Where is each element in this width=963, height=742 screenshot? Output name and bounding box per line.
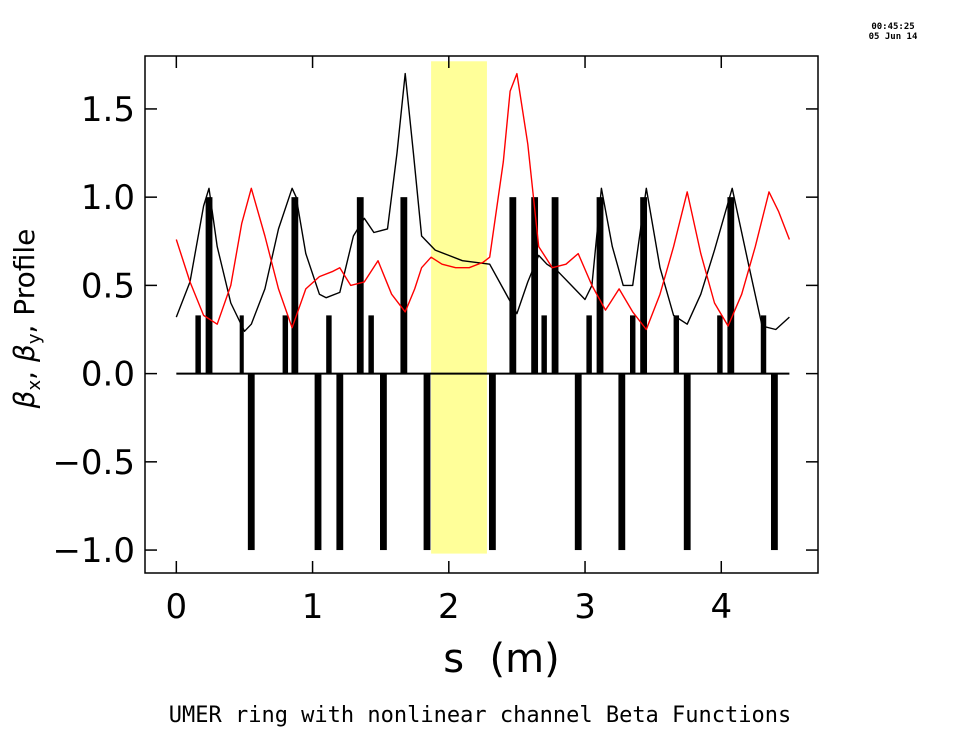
profile-bar-1 xyxy=(195,315,201,374)
x-axis-label: s (m) xyxy=(443,636,559,682)
beta-line-2 xyxy=(175,72,791,331)
beta-x-symbol: β xyxy=(8,390,41,409)
beta-lines xyxy=(175,72,791,332)
plot-frame xyxy=(144,55,819,574)
profile-bar-28 xyxy=(717,315,723,374)
profile-bar-16 xyxy=(509,197,517,374)
x-tick-label: 1 xyxy=(302,587,324,627)
x-tick-label: 3 xyxy=(574,587,596,627)
beta-y-symbol: β xyxy=(8,344,41,363)
x-tick-label: 4 xyxy=(710,587,732,627)
profile-bar-24 xyxy=(629,315,636,374)
timestamp: 00:45:25 05 Jun 14 xyxy=(858,22,928,42)
x-tick-label: 0 xyxy=(166,587,188,627)
profile-bar-25 xyxy=(640,197,648,374)
profile-bar-3 xyxy=(239,315,244,374)
profile-bar-19 xyxy=(551,197,559,374)
y-tick-label: 0.0 xyxy=(81,355,135,395)
profile-bar-12 xyxy=(380,373,387,551)
x-tick-label: 2 xyxy=(438,587,460,627)
x-axis-ticks: 0 1 2 3 4 xyxy=(166,56,732,627)
y-axis-ticks: −1.0 −0.5 0.0 0.5 1.0 1.5 xyxy=(52,90,818,571)
profile-bar-5 xyxy=(282,315,289,374)
profile-bar-31 xyxy=(770,373,778,551)
profile-bar-11 xyxy=(368,315,374,374)
profile-bar-4 xyxy=(247,373,255,551)
y-tick-label: 0.5 xyxy=(81,266,135,306)
profile-bar-17 xyxy=(531,197,539,374)
beta-y-subscript: y xyxy=(24,333,45,344)
beta-line-1 xyxy=(175,72,790,332)
highlight-region xyxy=(431,61,487,554)
element-profile-bars xyxy=(195,197,778,551)
chart-title: UMER ring with nonlinear channel Beta Fu… xyxy=(169,703,792,728)
beta-x-subscript: x xyxy=(24,380,45,391)
profile-bar-26 xyxy=(673,315,680,374)
profile-bar-20 xyxy=(574,373,582,551)
y-tick-label: 1.0 xyxy=(81,178,135,218)
profile-bar-6 xyxy=(291,197,299,374)
y-axis-label: βx, βy, Profile xyxy=(8,229,45,410)
profile-bar-27 xyxy=(683,373,691,551)
timestamp-time: 00:45:25 xyxy=(871,22,915,32)
y-tick-label: −1.0 xyxy=(52,531,135,571)
profile-bar-10 xyxy=(356,197,364,374)
profile-bar-15 xyxy=(488,373,496,551)
profile-bar-30 xyxy=(760,315,767,374)
timestamp-date: 05 Jun 14 xyxy=(868,32,918,42)
profile-bar-7 xyxy=(314,373,322,551)
profile-bar-14 xyxy=(423,373,431,551)
profile-bar-8 xyxy=(326,315,332,374)
profile-word: Profile xyxy=(8,229,41,316)
y-tick-label: −0.5 xyxy=(52,443,135,483)
profile-bar-13 xyxy=(400,197,408,374)
profile-bar-9 xyxy=(336,373,344,551)
profile-bar-22 xyxy=(596,197,604,374)
profile-bar-23 xyxy=(618,373,626,551)
profile-bar-21 xyxy=(586,315,592,374)
profile-bar-2 xyxy=(205,197,213,374)
profile-bar-29 xyxy=(727,197,735,374)
profile-bar-18 xyxy=(541,315,547,374)
y-tick-label: 1.5 xyxy=(81,90,135,130)
